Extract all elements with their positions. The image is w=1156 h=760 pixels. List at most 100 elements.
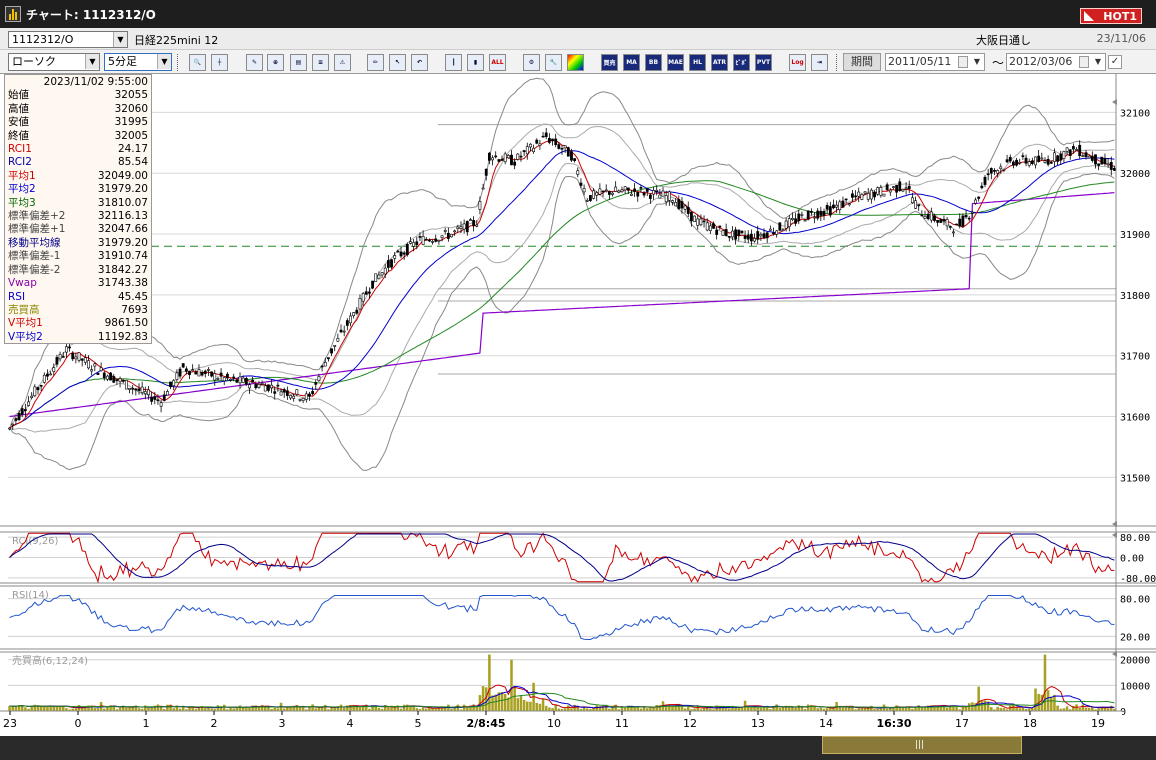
volume-bar [548, 707, 551, 711]
candle-body [986, 173, 990, 176]
atr-button[interactable]: ATR [711, 54, 728, 71]
candle-body [762, 233, 766, 238]
volume-bar [601, 705, 605, 711]
volume-bar [778, 707, 782, 711]
volume-bar [750, 706, 753, 711]
volume-bar [860, 706, 864, 711]
volume-bar [680, 705, 684, 711]
info-label: 標準偏差+2 [8, 210, 66, 223]
bb-button[interactable]: BB [645, 54, 662, 71]
search-chart-icon[interactable]: ⊕ [267, 54, 284, 71]
chevron-down-icon[interactable]: ▼ [1091, 54, 1105, 69]
chart-scrollbar[interactable]: ||| [0, 736, 1156, 760]
candle-body [320, 365, 324, 368]
volume-bar [415, 708, 419, 711]
volume-bar [917, 705, 920, 711]
volume-bar [43, 706, 46, 711]
all-button[interactable]: ALL [489, 54, 506, 71]
candle-body [623, 186, 627, 191]
info-row: 標準偏差-1 31910.74 [8, 250, 148, 263]
volume-bar [365, 704, 368, 711]
draw-icon[interactable]: ✎ [246, 54, 263, 71]
candle-body [942, 219, 946, 222]
pvt-button[interactable]: PVT [755, 54, 772, 71]
wrench-icon[interactable]: 🔧 [545, 54, 562, 71]
candle-body [904, 187, 908, 190]
settings-icon[interactable]: ⚙ [523, 54, 540, 71]
chart-area[interactable]: 32100 32000 31900 31800 31700 31600 31500 80.00… [0, 74, 1156, 736]
chevron-down-icon[interactable]: ▼ [157, 54, 171, 69]
volume-bar [371, 705, 374, 711]
calendar-icon[interactable] [958, 56, 968, 68]
candle-body [440, 235, 444, 239]
mae-button[interactable]: MAE [667, 54, 684, 71]
chart-type-select[interactable]: ローソク ▼ [8, 53, 100, 71]
candle-body [298, 399, 302, 401]
volume-bar [484, 687, 488, 711]
period-button[interactable]: 期間 [843, 53, 881, 71]
candle-body [614, 186, 618, 192]
volume-bar [197, 706, 201, 711]
pointer-icon[interactable]: ↖ [389, 54, 406, 71]
export-icon[interactable]: ⇥ [811, 54, 828, 71]
volume-bar [125, 707, 128, 711]
date-from-field[interactable]: 2011/05/11 ▼ [885, 53, 985, 71]
scrollbar-thumb[interactable]: ||| [822, 736, 1022, 754]
candle-body [102, 372, 106, 379]
x-axis-tick-label: 2 [211, 717, 218, 730]
volume-bar [876, 708, 879, 711]
pivot-button[interactable]: ﾋﾟﾎﾞ [733, 54, 750, 71]
candle-body [617, 190, 621, 193]
pencil-icon[interactable]: ✏ [367, 54, 384, 71]
volume-bar [589, 709, 592, 711]
log-button[interactable]: Log [789, 54, 806, 71]
compare-icon[interactable]: ▤ [290, 54, 307, 71]
color-palette-icon[interactable] [567, 54, 584, 71]
candle-body [1034, 156, 1037, 166]
fibonacci-icon[interactable]: ≡ [312, 54, 329, 71]
candle-body [929, 211, 933, 221]
volume-bar [797, 705, 801, 711]
volume-bar [251, 705, 254, 711]
volume-bar [847, 707, 851, 711]
candle-body [538, 143, 542, 146]
candle-body [604, 189, 608, 192]
candle-body [970, 211, 974, 214]
candle-body [860, 194, 864, 200]
calendar-icon[interactable] [1079, 56, 1089, 68]
ma-button[interactable]: MA [623, 54, 640, 71]
candle-body [153, 396, 157, 400]
candle-body [409, 241, 412, 244]
candle-style-icon[interactable]: ▮ [467, 54, 484, 71]
candle-body [731, 230, 734, 238]
undo-icon[interactable]: ↶ [411, 54, 428, 71]
bar-style-icon[interactable]: ┃ [445, 54, 462, 71]
volume-bar [349, 705, 352, 711]
buy-sell-icon[interactable]: 買売 [601, 54, 618, 71]
candle-body [8, 427, 11, 430]
candle-body [263, 385, 267, 392]
zoom-icon[interactable]: 🔍 [189, 54, 206, 71]
candle-body [428, 239, 431, 242]
date-range-checkbox[interactable]: ✓ [1108, 55, 1122, 69]
volume-bar [655, 705, 658, 711]
candle-body [52, 367, 56, 372]
volume-bar [1050, 696, 1053, 711]
hot-button[interactable]: HOT1 [1080, 8, 1142, 24]
symbol-bar: 1112312/O ▼ 日経225mini 12 大阪日通し 23/11/06 [0, 28, 1156, 50]
warning-icon[interactable]: ⚠ [334, 54, 351, 71]
chevron-down-icon[interactable]: ▼ [85, 54, 99, 69]
chevron-down-icon[interactable]: ▼ [113, 32, 127, 47]
candle-body [677, 199, 681, 209]
hl-button[interactable]: HL [689, 54, 706, 71]
candle-body [112, 376, 116, 383]
chevron-down-icon[interactable]: ▼ [970, 54, 984, 69]
timeframe-select[interactable]: 5分足 ▼ [104, 53, 172, 71]
crosshair-icon[interactable]: ┼ [211, 54, 228, 71]
candle-body [390, 259, 393, 268]
chart-canvas[interactable]: 3210032000319003180031700316003150080.00… [0, 74, 1156, 736]
candle-body [49, 373, 53, 376]
date-to-field[interactable]: 2012/03/06 ▼ [1006, 53, 1106, 71]
symbol-select[interactable]: 1112312/O ▼ [8, 31, 128, 48]
volume-bar [131, 707, 134, 711]
